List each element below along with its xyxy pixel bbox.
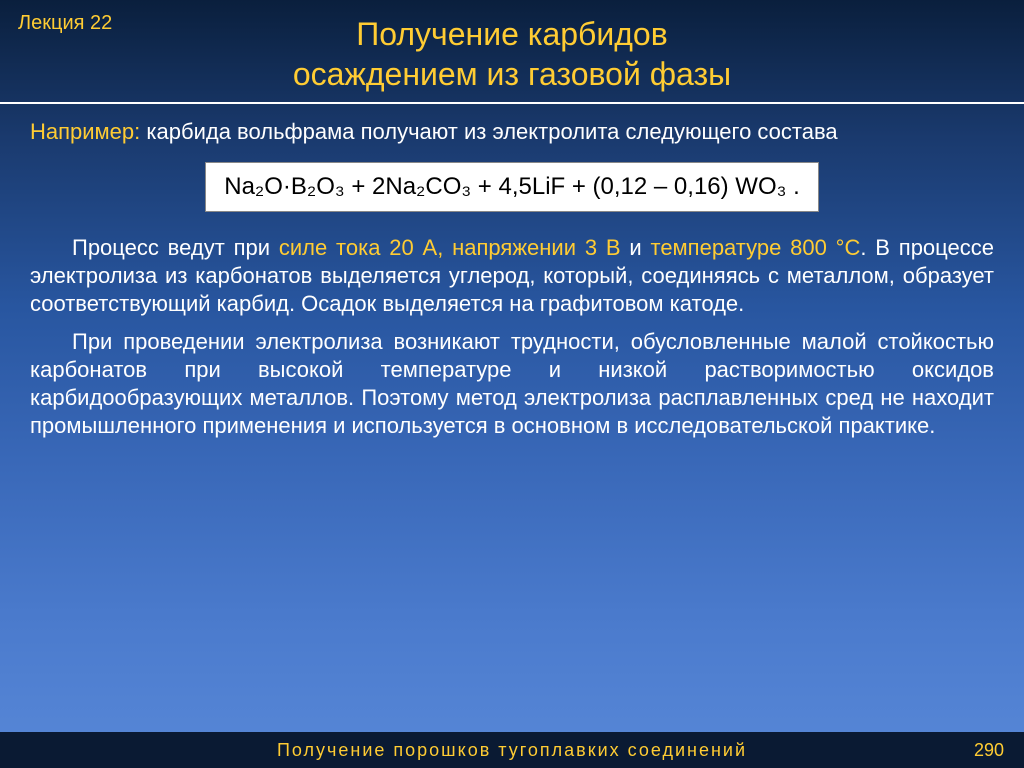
- content-area: Например: карбида вольфрама получают из …: [0, 104, 1024, 441]
- formula-box: Na₂O·B₂O₃ + 2Na₂CO₃ + 4,5LiF + (0,12 – 0…: [205, 162, 818, 212]
- paragraph-1: Процесс ведут при силе тока 20 А, напряж…: [30, 234, 994, 318]
- slide-title: Получение карбидов осаждением из газовой…: [0, 0, 1024, 94]
- formula-text: Na₂O·B₂O₃ + 2Na₂CO₃ + 4,5LiF + (0,12 – 0…: [224, 173, 799, 200]
- p1-highlight-2: температуре 800 °С: [650, 235, 860, 260]
- lecture-label: Лекция 22: [18, 12, 112, 35]
- title-line-2: осаждением из газовой фазы: [0, 54, 1024, 94]
- title-line-1: Получение карбидов: [0, 14, 1024, 54]
- page-number: 290: [974, 740, 1004, 761]
- p1-text-2: и: [621, 235, 651, 260]
- intro-lead: Например:: [30, 119, 140, 144]
- footer-text: Получение порошков тугоплавких соединени…: [277, 740, 747, 761]
- footer-bar: Получение порошков тугоплавких соединени…: [0, 732, 1024, 768]
- intro-paragraph: Например: карбида вольфрама получают из …: [30, 118, 994, 146]
- p1-text-1: Процесс ведут при: [72, 235, 279, 260]
- p1-highlight-1: силе тока 20 А, напряжении 3 В: [279, 235, 621, 260]
- intro-rest: карбида вольфрама получают из электролит…: [140, 119, 837, 144]
- paragraph-2: При проведении электролиза возникают тру…: [30, 328, 994, 441]
